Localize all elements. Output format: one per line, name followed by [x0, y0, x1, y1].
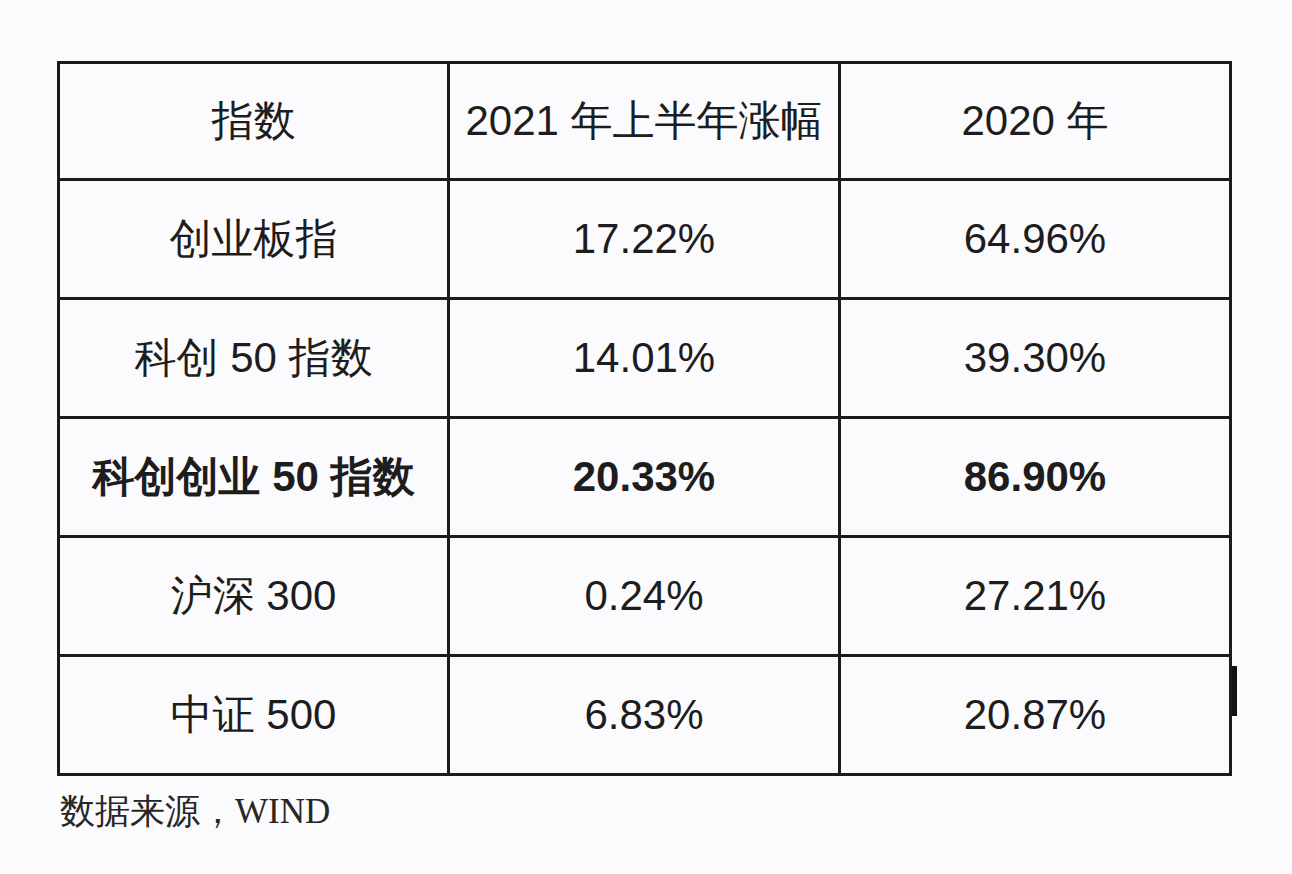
header-cell-index-name: 指数 — [59, 63, 449, 180]
index-name-cell: 中证 500 — [59, 656, 449, 775]
table-row-star50: 科创 50 指数 14.01% 39.30% — [59, 299, 1231, 418]
index-performance-table: 指数 2021 年上半年涨幅 2020 年 创业板指 17.22% 64.96%… — [57, 61, 1232, 776]
header-cell-2021-h1-change: 2021 年上半年涨幅 — [449, 63, 840, 180]
header-cell-2020: 2020 年 — [840, 63, 1231, 180]
data-source-note: 数据来源，WIND — [60, 791, 330, 833]
change-2020-cell: 27.21% — [840, 537, 1231, 656]
index-name-cell: 科创创业 50 指数 — [59, 418, 449, 537]
table-row-csi500: 中证 500 6.83% 20.87% — [59, 656, 1231, 775]
index-name-cell: 沪深 300 — [59, 537, 449, 656]
change-2021-cell: 6.83% — [449, 656, 840, 775]
index-name-cell: 创业板指 — [59, 180, 449, 299]
change-2020-cell: 39.30% — [840, 299, 1231, 418]
page: 指数 2021 年上半年涨幅 2020 年 创业板指 17.22% 64.96%… — [0, 0, 1292, 874]
change-2020-cell: 64.96% — [840, 180, 1231, 299]
table-header-row: 指数 2021 年上半年涨幅 2020 年 — [59, 63, 1231, 180]
table-row-chinext: 创业板指 17.22% 64.96% — [59, 180, 1231, 299]
change-2021-cell: 17.22% — [449, 180, 840, 299]
change-2021-cell: 0.24% — [449, 537, 840, 656]
table-row-star-chinext50-highlighted: 科创创业 50 指数 20.33% 86.90% — [59, 418, 1231, 537]
table-row-csi300: 沪深 300 0.24% 27.21% — [59, 537, 1231, 656]
change-2021-cell: 20.33% — [449, 418, 840, 537]
change-2020-cell: 20.87% — [840, 656, 1231, 775]
change-2020-cell: 86.90% — [840, 418, 1231, 537]
text-cursor-artifact — [1232, 666, 1237, 716]
index-name-cell: 科创 50 指数 — [59, 299, 449, 418]
change-2021-cell: 14.01% — [449, 299, 840, 418]
